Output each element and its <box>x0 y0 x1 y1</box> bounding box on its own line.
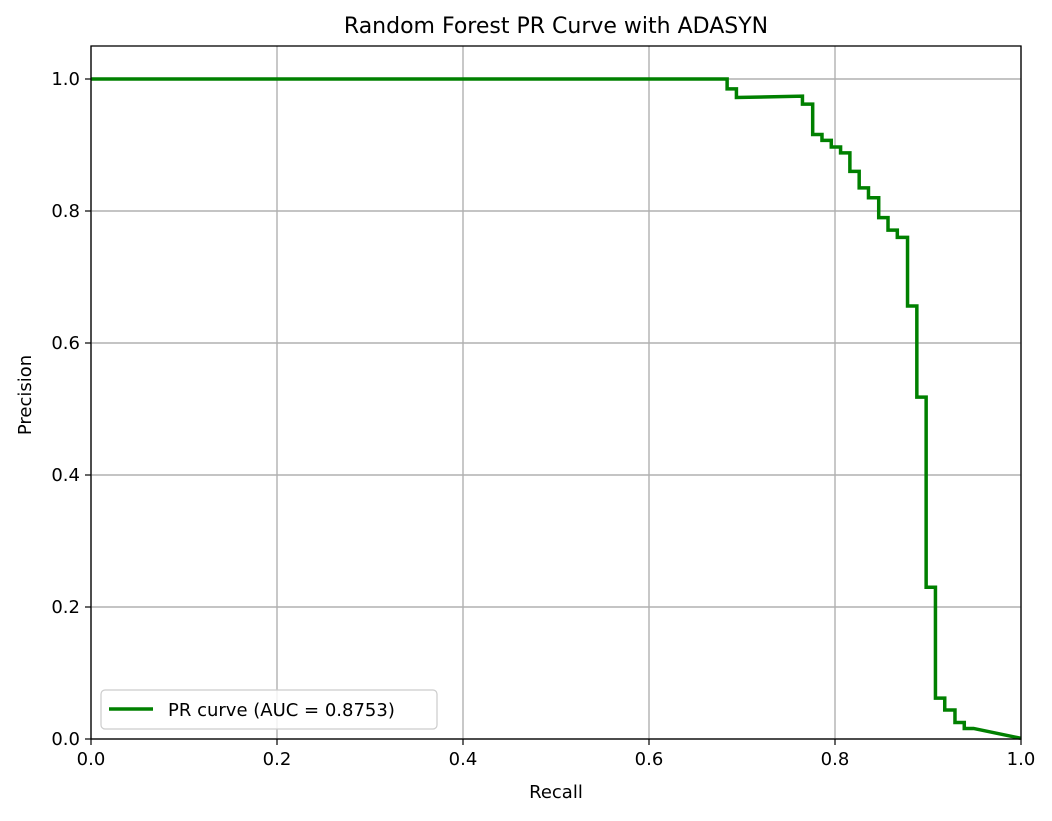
legend-box <box>100 689 438 730</box>
plot-frame <box>90 45 1022 740</box>
pr-curve-line <box>91 77 1022 741</box>
y-axis-label: Precision <box>15 355 36 435</box>
legend: PR curve (AUC = 0.8753) <box>100 689 438 730</box>
chart-title: Random Forest PR Curve with ADASYN <box>344 14 768 39</box>
y-axis-ticks: 0.0 0.2 0.4 0.6 0.8 1.0 <box>51 69 91 750</box>
x-tick-label-4: 0.8 <box>821 749 850 770</box>
x-tick-label-1: 0.2 <box>263 749 292 770</box>
x-tick-label-5: 1.0 <box>1007 749 1036 770</box>
x-tick-label-0: 0.0 <box>77 749 106 770</box>
x-axis-label: Recall <box>529 782 583 803</box>
y-tick-label-4: 0.8 <box>51 201 80 222</box>
y-tick-label-2: 0.4 <box>51 465 80 486</box>
legend-label: PR curve (AUC = 0.8753) <box>168 700 395 721</box>
y-tick-label-1: 0.2 <box>51 597 80 618</box>
x-axis-ticks: 0.0 0.2 0.4 0.6 0.8 1.0 <box>77 739 1036 770</box>
y-tick-label-0: 0.0 <box>51 729 80 750</box>
y-tick-label-3: 0.6 <box>51 333 80 354</box>
plot-area <box>91 46 1021 739</box>
x-tick-label-3: 0.6 <box>635 749 664 770</box>
y-tick-label-5: 1.0 <box>51 69 80 90</box>
x-tick-label-2: 0.4 <box>449 749 478 770</box>
